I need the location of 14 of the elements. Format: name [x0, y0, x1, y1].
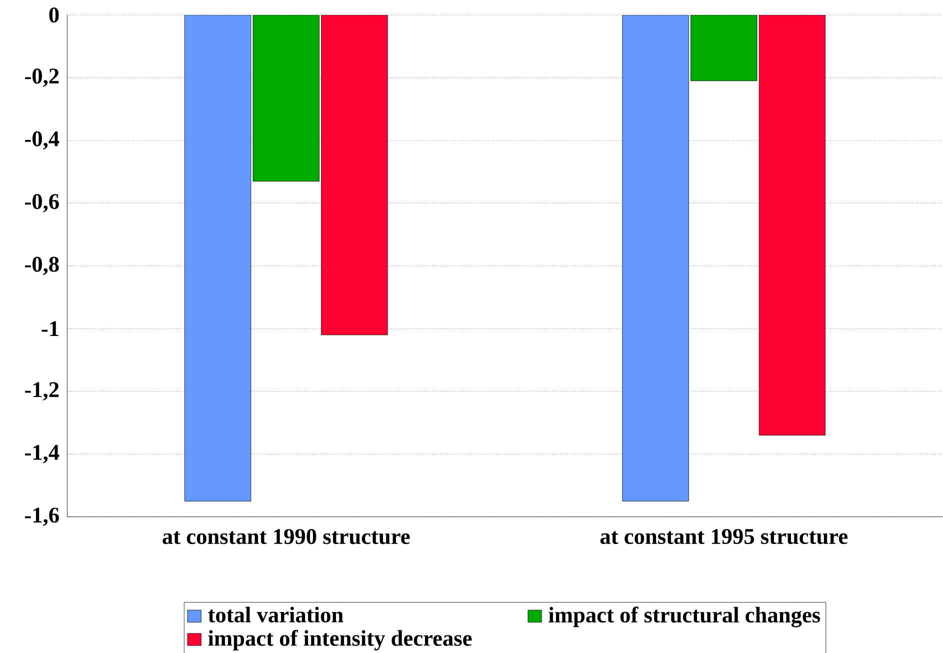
y-tick-label: -0,2	[25, 68, 59, 87]
legend-label: impact of intensity decrease	[208, 630, 472, 650]
y-tick-label: -1,2	[25, 382, 59, 400]
y-tick-label: -0,4	[25, 131, 60, 150]
legend-label: impact of structural changes	[548, 606, 820, 628]
y-tick-label: 0	[49, 7, 59, 22]
y-tick-label: -1	[42, 321, 58, 336]
y-tick-label: -0,8	[25, 256, 59, 275]
x-tick-label: at constant 1995 structure	[600, 528, 848, 544]
x-tick-label: at constant 1990 structure	[162, 528, 410, 544]
y-tick-label: -1,4	[25, 444, 60, 463]
y-tick-label: -0,6	[25, 194, 59, 212]
y-tick-label: -1,6	[25, 507, 59, 526]
legend-label: total variation	[208, 606, 344, 622]
